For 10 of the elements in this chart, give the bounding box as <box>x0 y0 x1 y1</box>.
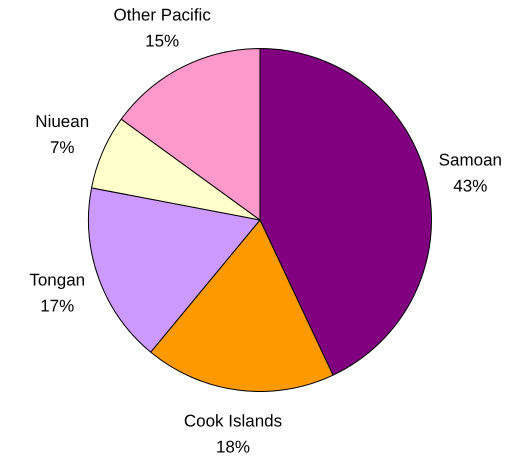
slice-label: Samoan <box>438 150 502 170</box>
data-label: 18% <box>216 437 250 456</box>
data-label: 15% <box>145 32 180 51</box>
data-label: 43% <box>453 176 488 196</box>
data-label: 17% <box>40 296 74 316</box>
data-label: 7% <box>50 138 75 158</box>
slice-label: Cook Islands <box>184 411 282 430</box>
slice-label: Niuean <box>35 112 90 132</box>
slice-label: Other Pacific <box>114 6 212 25</box>
slice-label: Tongan <box>29 270 86 290</box>
